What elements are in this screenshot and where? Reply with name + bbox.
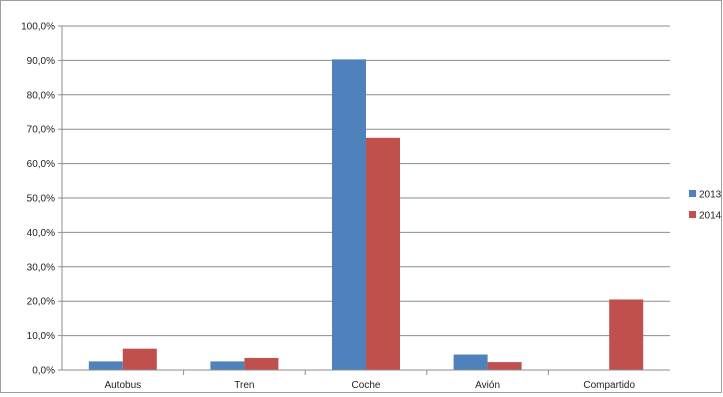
legend-label-2013: 2013 bbox=[699, 190, 722, 201]
x-tick-label: Coche bbox=[352, 380, 381, 391]
axes bbox=[61, 26, 670, 375]
y-tick-label: 90,0% bbox=[27, 56, 55, 67]
y-tick-label: 0,0% bbox=[32, 366, 55, 377]
y-tick-label: 20,0% bbox=[27, 297, 55, 308]
y-tick-labels: 0,0% 10,0% 20,0% 30,0% 40,0% 50,0% 60,0% 70,0% 8… bbox=[21, 22, 55, 377]
legend-label-2014: 2014 bbox=[699, 211, 722, 222]
y-tick-label: 80,0% bbox=[27, 90, 55, 101]
y-tick-label: 50,0% bbox=[27, 194, 55, 205]
y-tick-label: 30,0% bbox=[27, 262, 55, 273]
x-tick-label: Avión bbox=[475, 380, 500, 391]
bar-2013-autobus bbox=[88, 361, 123, 370]
y-tick-label: 10,0% bbox=[27, 331, 55, 342]
bar-2013-coche bbox=[332, 59, 366, 370]
legend-swatch-2014 bbox=[689, 211, 696, 218]
bar-2014-compartido bbox=[609, 299, 644, 370]
x-tick-label: Autobus bbox=[104, 380, 141, 391]
bar-2014-tren bbox=[244, 357, 279, 370]
bar-2014-coche bbox=[366, 137, 400, 370]
x-tick-label: Compartido bbox=[583, 380, 635, 391]
x-tick-label: Tren bbox=[234, 380, 254, 391]
y-tick-label: 70,0% bbox=[27, 125, 55, 136]
y-tick-label: 60,0% bbox=[27, 159, 55, 170]
bar-2014-avión bbox=[487, 362, 522, 370]
y-tick-label: 40,0% bbox=[27, 228, 55, 239]
bar-2013-avión bbox=[453, 354, 488, 370]
bar-2014-autobus bbox=[122, 348, 157, 370]
legend: 2013 2014 bbox=[689, 190, 722, 222]
bars bbox=[88, 59, 644, 370]
y-tick-label: 100,0% bbox=[21, 22, 55, 33]
bar-2013-tren bbox=[210, 361, 245, 370]
legend-swatch-2013 bbox=[689, 190, 696, 197]
x-tick-labels: Autobus Tren Coche Avión Compartido bbox=[104, 380, 635, 391]
